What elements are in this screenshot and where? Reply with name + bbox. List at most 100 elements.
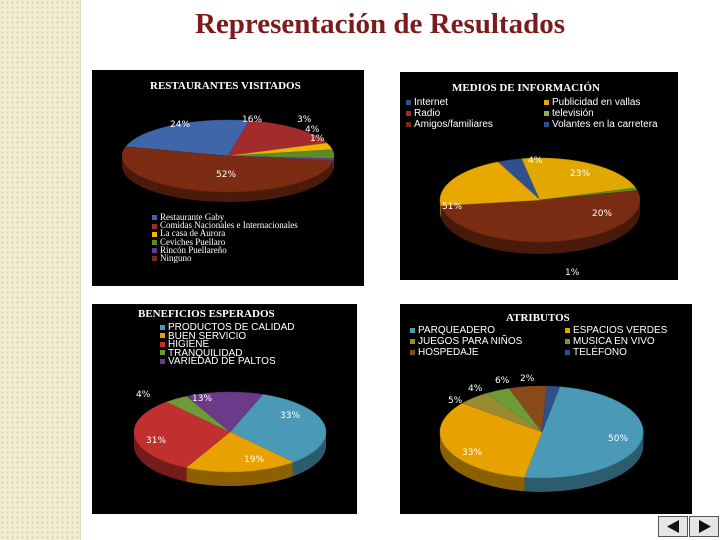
pie-slice (523, 386, 644, 479)
data-label: 20% (592, 209, 613, 219)
data-label: 4% (528, 156, 543, 166)
data-label: 52% (216, 170, 237, 180)
legend-swatch (565, 349, 570, 355)
pie-slice (439, 402, 543, 478)
legend-label: PRODUCTOS DE CALIDAD (168, 322, 295, 333)
legend-label: JUEGOS PARA NIÑOS (418, 336, 523, 347)
legend-swatch (406, 121, 411, 127)
attributes-chart-title: ATRIBUTOS (506, 312, 570, 324)
legend-swatch (406, 99, 411, 105)
legend-swatch (152, 248, 157, 254)
pie-slice (227, 120, 328, 157)
legend-item: La casa de Aurora (152, 228, 298, 239)
play-icon (699, 520, 711, 533)
pie-slice (133, 401, 231, 468)
legend-item: Rincón Puellareño (152, 244, 298, 255)
nav-next-button[interactable] (689, 516, 719, 537)
attributes-pie-svg (439, 385, 644, 492)
data-label: 33% (462, 448, 483, 458)
legend-label: TRANQUILIDAD (168, 347, 243, 359)
restaurant-pie-svg (121, 119, 335, 202)
data-label: 1% (310, 134, 325, 144)
legend-label: Radio (414, 108, 441, 119)
benefits-legend: PRODUCTOS DE CALIDAD BUEN SERVICIO HIGIE… (160, 322, 295, 367)
pie-slice (121, 146, 334, 193)
legend-label: televisión (552, 108, 594, 119)
legend-swatch (544, 121, 549, 127)
legend-swatch (160, 350, 165, 356)
legend-item: MUSICA EN VIVO (565, 336, 655, 347)
legend-item: Restaurante Gaby (152, 212, 298, 222)
attributes-chart-panel: ATRIBUTOS PARQUEADERO ESPACIOS VERDES JU… (400, 304, 692, 514)
legend-item: Publicidad en vallas (544, 97, 640, 108)
benefits-pie-svg (133, 391, 327, 487)
data-label: 33% (280, 411, 301, 421)
legend-swatch (406, 110, 411, 116)
nav-previous-button[interactable] (658, 516, 688, 537)
legend-label: Volantes en la carretera (552, 119, 658, 130)
legend-item: Volantes en la carretera (544, 119, 658, 130)
legend-label: Ceviches Puellaro (160, 236, 226, 247)
legend-label: Comidas Nacionales e Internacionales (160, 220, 298, 231)
data-label: 24% (170, 120, 191, 130)
legend-label: Publicidad en vallas (552, 97, 641, 108)
media-chart-panel: MEDIOS DE INFORMACIÓN Internet Publicida… (400, 72, 678, 280)
legend-swatch (410, 327, 415, 333)
page-title: Representación de Resultados (194, 8, 566, 40)
legend-label: MUSICA EN VIVO (573, 336, 655, 347)
legend-item: ESPACIOS VERDES (565, 325, 667, 336)
legend-item: Amigos/familiares (406, 119, 493, 130)
legend-swatch (565, 338, 570, 344)
pie-slice (185, 431, 294, 473)
data-label: 4% (305, 125, 320, 135)
data-label: 16% (242, 115, 263, 125)
pie-slice (439, 161, 541, 206)
legend-swatch (160, 333, 165, 339)
data-label: 31% (146, 436, 167, 446)
legend-item: TELÉFONO (565, 347, 627, 358)
side-strip-border (80, 0, 81, 540)
media-legend: Internet Publicidad en vallas Radio tele… (406, 97, 676, 133)
legend-swatch (565, 327, 570, 333)
data-label: 5% (448, 396, 463, 406)
pie-slice (186, 391, 264, 433)
legend-swatch (152, 256, 157, 262)
data-label: 6% (495, 376, 510, 386)
legend-swatch (160, 324, 165, 330)
restaurant-chart-title: RESTAURANTES VISITADOS (150, 80, 301, 92)
legend-swatch (152, 240, 157, 245)
legend-swatch (152, 231, 157, 237)
restaurant-chart-panel: RESTAURANTES VISITADOS 24% 16% 3% 4% 1% … (92, 70, 364, 286)
legend-item: JUEGOS PARA NIÑOS (410, 336, 522, 347)
play-reverse-icon (667, 520, 679, 533)
legend-label: PARQUEADERO (418, 325, 496, 336)
legend-label: Internet (414, 97, 448, 108)
restaurant-legend: Restaurante Gaby Comidas Nacionales e In… (152, 213, 298, 262)
data-label: 3% (297, 115, 312, 125)
legend-item: televisión (544, 108, 594, 119)
legend-item: VARIEDAD DE PALTOS (160, 357, 295, 367)
legend-item: Internet (406, 97, 448, 108)
legend-item: TRANQUILIDAD (160, 347, 295, 359)
benefits-chart-panel: BENEFICIOS ESPERADOS PRODUCTOS DE CALIDA… (92, 304, 357, 514)
legend-label: TELÉFONO (573, 347, 627, 358)
legend-label: Restaurante Gaby (160, 212, 225, 222)
data-label: 50% (608, 434, 629, 444)
data-label: 4% (468, 384, 483, 394)
legend-item: Ceviches Puellaro (152, 236, 298, 247)
legend-item: HOSPEDAJE (410, 347, 479, 358)
pie-slice (440, 190, 641, 243)
benefits-chart-title: BENEFICIOS ESPERADOS (138, 308, 275, 320)
legend-swatch (160, 341, 165, 347)
data-label: 2% (520, 374, 535, 384)
legend-label: Rincón Puellareño (160, 244, 227, 255)
legend-item: HIGIENE (160, 340, 295, 350)
legend-label: La casa de Aurora (160, 228, 226, 239)
media-chart-title: MEDIOS DE INFORMACIÓN (452, 82, 600, 94)
legend-swatch (152, 215, 157, 221)
legend-label: Amigos/familiares (414, 119, 493, 130)
data-label: 19% (244, 455, 265, 465)
legend-item: Ninguno (152, 253, 298, 262)
data-label: 4% (136, 390, 151, 400)
legend-item: PARQUEADERO (410, 325, 495, 336)
